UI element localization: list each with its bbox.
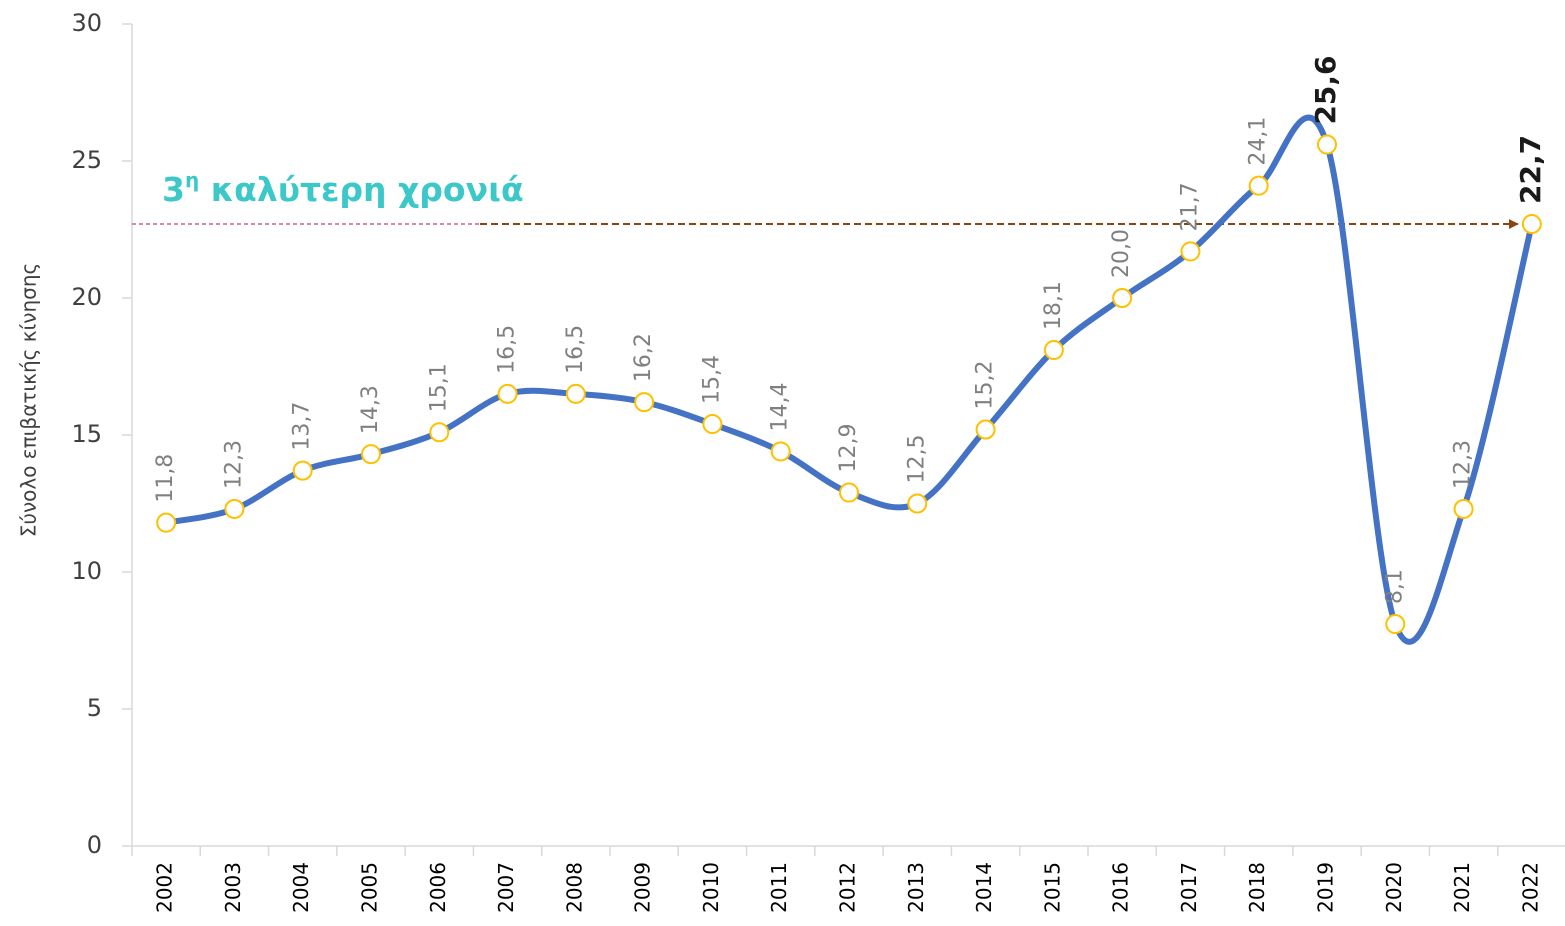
data-label: 18,1 [1041,281,1066,330]
data-label: 20,0 [1109,229,1134,278]
x-tick-label: 2006 [426,862,450,913]
x-tick-label: 2003 [221,862,245,913]
x-tick-label: 2016 [1109,862,1133,913]
x-tick-label: 2018 [1245,862,1269,913]
marker [429,422,450,443]
marker [565,383,586,404]
marker [224,498,245,519]
y-tick-label: 10 [71,557,102,585]
data-label: 8,1 [1382,569,1407,604]
data-label: 24,1 [1246,117,1271,166]
y-axis-label: Σύνολο επιβατικής κίνησης [17,263,41,537]
x-tick-label: 2004 [289,862,313,913]
marker [361,444,381,465]
data-label: 13,7 [290,402,315,451]
x-tick-label: 2021 [1450,862,1474,913]
x-tick-label: 2011 [767,862,791,913]
x-tick-label: 2019 [1314,862,1338,913]
y-tick-label: 5 [87,694,102,722]
data-label: 11,8 [153,454,178,503]
data-label: 22,7 [1514,135,1547,204]
annotation-main: 3 [162,170,185,209]
data-label: 25,6 [1309,55,1342,124]
data-label: 16,2 [631,333,656,382]
marker [1180,241,1201,262]
x-tick-label: 2008 [562,862,586,913]
x-tick-label: 2017 [1177,862,1201,913]
x-tick-label: 2009 [631,862,655,913]
data-label: 15,1 [426,363,451,412]
x-tick-label: 2022 [1518,862,1542,913]
data-label: 12,3 [1451,440,1476,489]
x-tick-label: 2020 [1382,862,1406,913]
x-tick-label: 2007 [494,862,518,913]
data-label: 12,3 [221,440,246,489]
x-tick-label: 2012 [836,862,860,913]
data-label: 12,9 [836,424,861,473]
annotation: 3η καλύτερη χρονιά [162,168,524,209]
annotation-sup: η [185,168,199,192]
data-label: 16,5 [563,325,588,374]
marker [702,414,723,435]
marker [1317,134,1337,155]
y-tick-label: 15 [71,420,102,448]
marker [1248,175,1269,196]
y-tick-label: 30 [71,9,102,37]
x-tick-label: 2014 [972,862,996,913]
x-tick-label: 2010 [699,862,723,913]
y-tick-label: 20 [71,283,102,311]
marker [1385,614,1406,635]
x-tick-label: 2013 [904,862,928,913]
marker [1453,498,1474,519]
data-label: 21,7 [1177,182,1202,231]
marker [839,482,859,503]
marker [497,383,518,404]
marker [1043,340,1064,361]
data-label: 12,5 [904,435,929,484]
marker [1521,214,1542,235]
marker [975,419,996,440]
x-tick-label: 2002 [153,862,177,913]
data-label: 14,3 [358,385,383,434]
y-tick-label: 25 [71,146,102,174]
data-label: 15,2 [973,361,998,410]
x-tick-label: 2015 [1040,862,1064,913]
annotation-rest: καλύτερη χρονιά [199,170,523,209]
marker [156,512,177,533]
data-label: 15,4 [699,355,724,404]
marker [634,392,655,413]
data-label: 16,5 [495,325,520,374]
marker [292,460,313,481]
marker [770,441,791,462]
marker [1112,288,1133,308]
y-tick-label: 0 [87,831,102,859]
data-label: 14,4 [768,382,793,431]
x-tick-label: 2005 [358,862,382,913]
marker [907,493,928,514]
